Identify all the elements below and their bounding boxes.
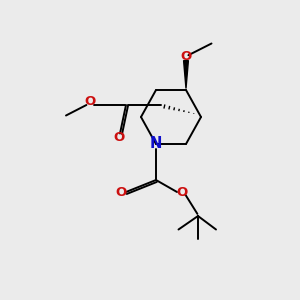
Text: N: N xyxy=(150,136,162,152)
Text: O: O xyxy=(84,95,96,108)
Text: O: O xyxy=(180,50,192,63)
Text: O: O xyxy=(113,131,124,144)
Polygon shape xyxy=(184,61,188,88)
Text: O: O xyxy=(115,186,126,199)
Text: O: O xyxy=(176,185,188,199)
